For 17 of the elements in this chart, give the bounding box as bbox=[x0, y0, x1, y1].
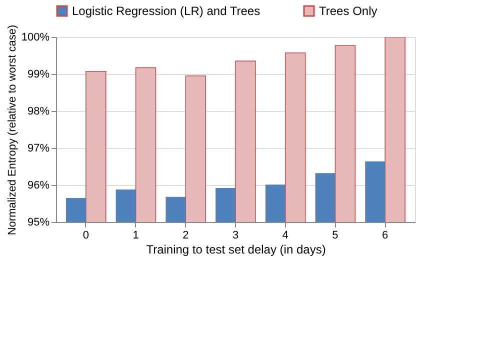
x-tick-label: 4 bbox=[282, 230, 288, 242]
x-tick-label: 6 bbox=[382, 230, 388, 242]
x-tick-label: 5 bbox=[332, 230, 338, 242]
legend-label: Logistic Regression (LR) and Trees bbox=[72, 4, 260, 18]
y-tick-label: 98% bbox=[27, 106, 50, 118]
x-tick-label: 1 bbox=[132, 230, 139, 242]
y-tick-label: 95% bbox=[27, 216, 50, 228]
x-axis-title: Training to test set delay (in days) bbox=[146, 242, 326, 256]
legend-label: Trees Only bbox=[319, 4, 378, 18]
y-tick-label: 97% bbox=[27, 142, 50, 154]
x-tick-label: 2 bbox=[182, 230, 189, 242]
y-axis-title: Normalized Entropy (relative to worst case) bbox=[6, 24, 18, 236]
y-tick-label: 100% bbox=[21, 32, 50, 44]
y-tick-label: 96% bbox=[27, 180, 50, 192]
x-tick-label: 3 bbox=[232, 230, 239, 242]
x-tick-label: 0 bbox=[82, 230, 89, 242]
y-tick-label: 99% bbox=[27, 68, 50, 80]
